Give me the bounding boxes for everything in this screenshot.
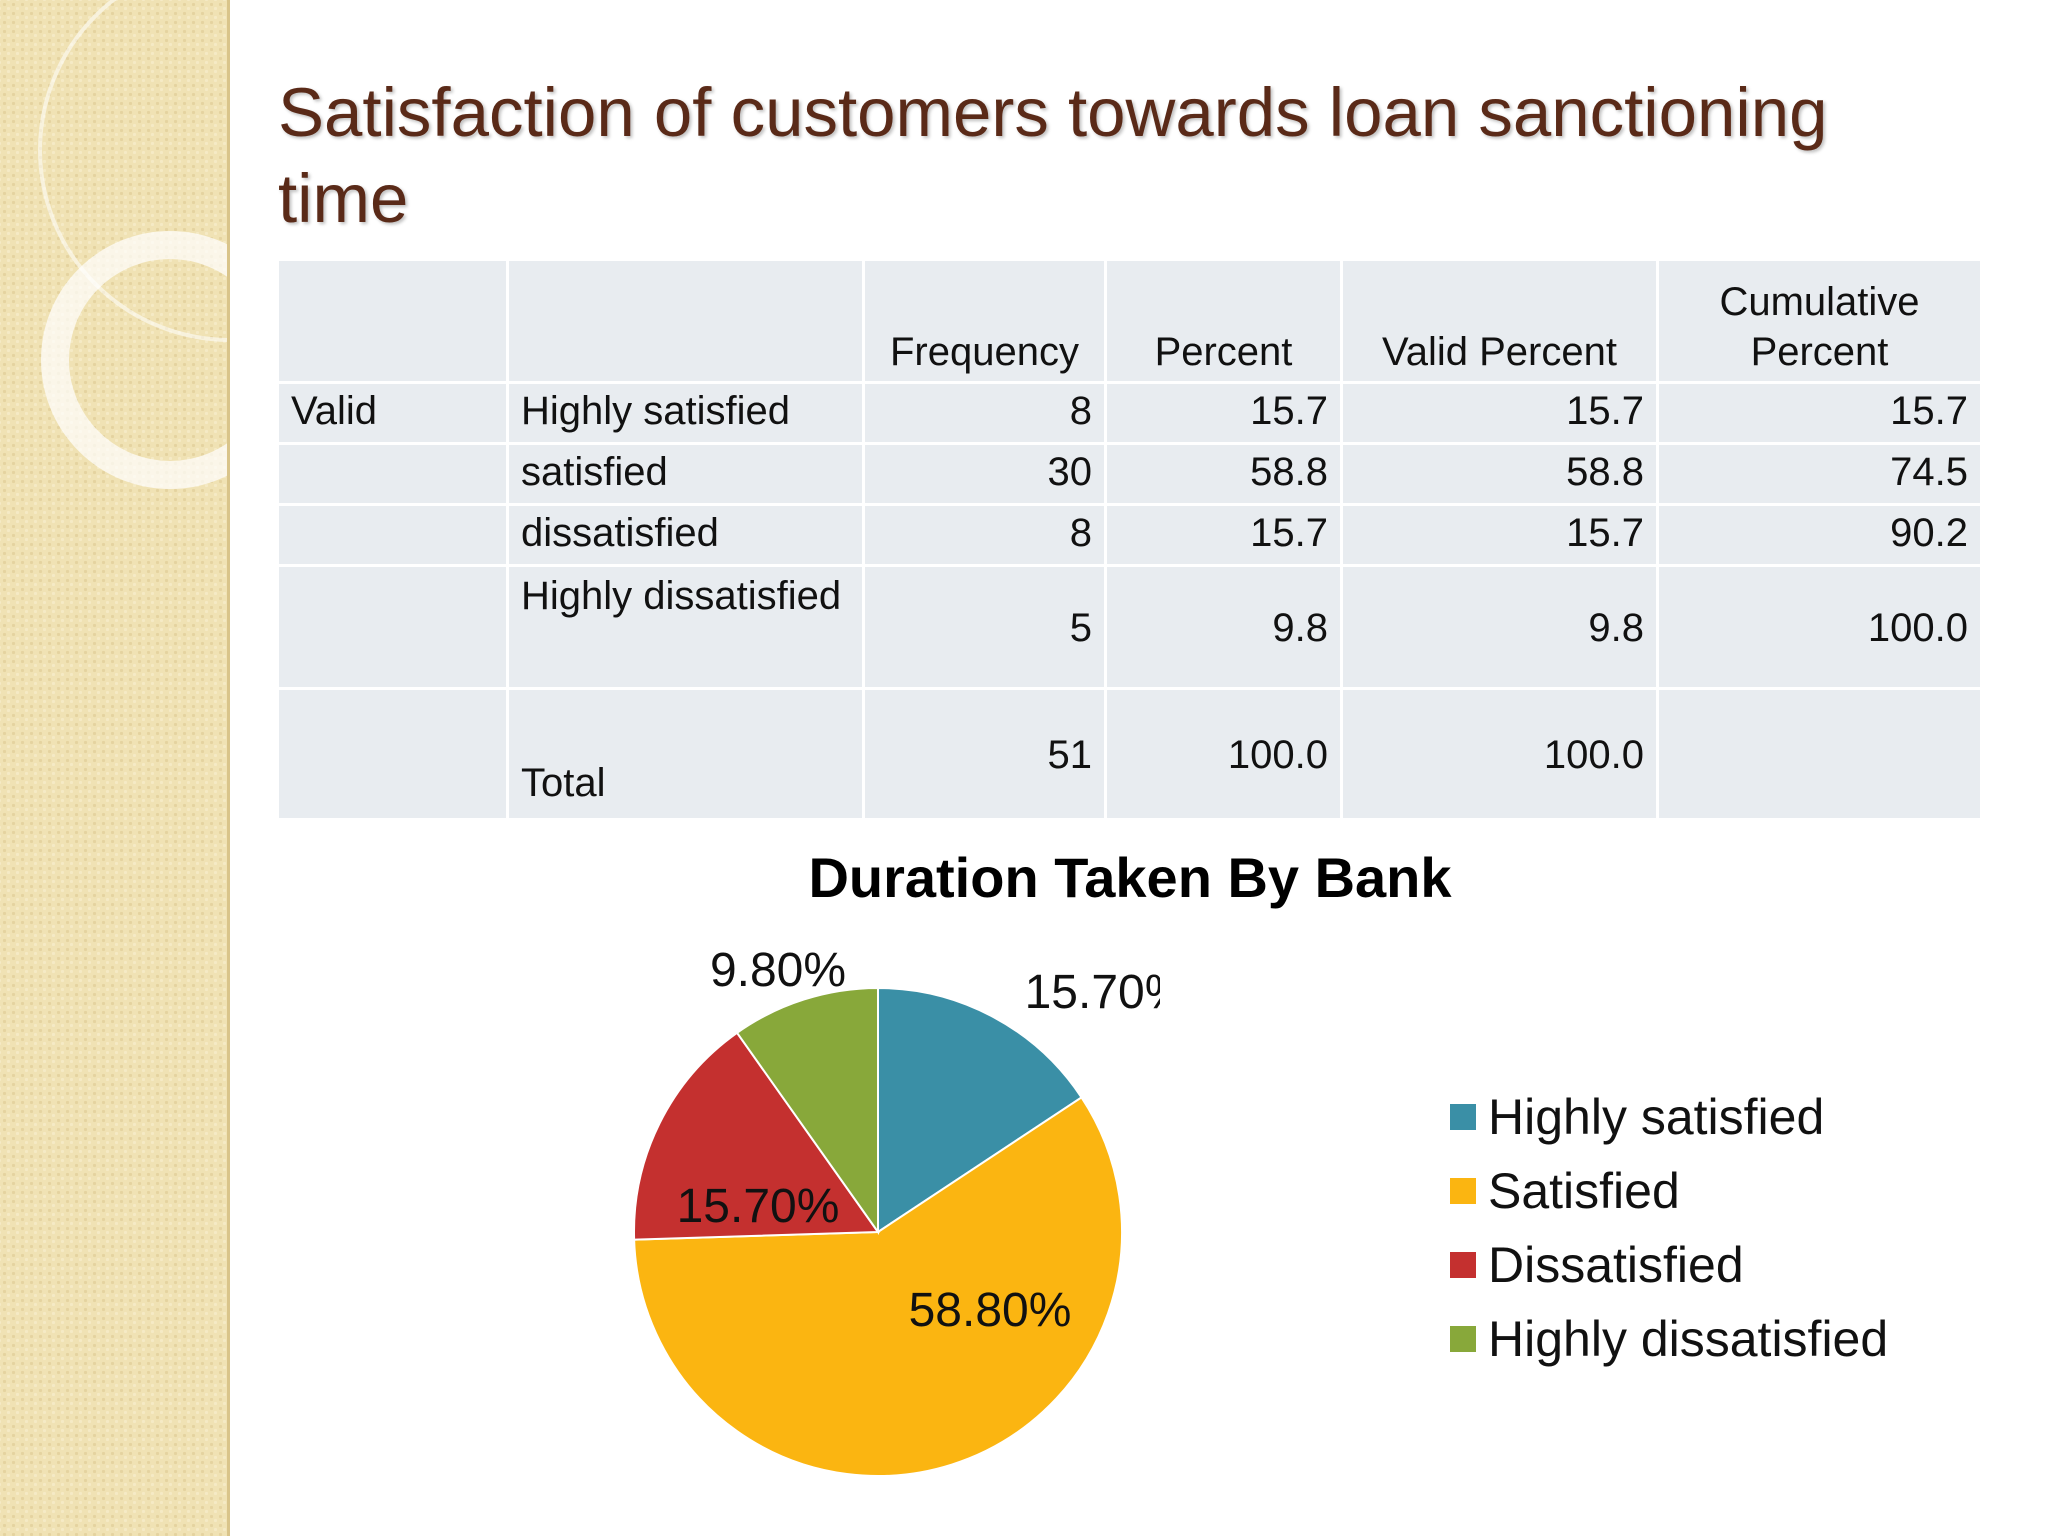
frequency-table: Frequency Percent Valid Percent Cumulati… — [276, 258, 1983, 821]
row-label: dissatisfied — [506, 503, 865, 567]
row-cumulative-percent: 15.7 — [1656, 381, 1983, 445]
pie-data-label: 15.70% — [1025, 966, 1160, 1019]
row-label: Total — [506, 687, 865, 821]
header-cell — [276, 258, 509, 384]
table-total-row: Total 51 100.0 100.0 — [276, 687, 1983, 821]
legend-swatch — [1450, 1326, 1476, 1352]
row-frequency: 5 — [862, 564, 1107, 690]
decorative-ring-small — [41, 231, 229, 489]
row-group — [276, 564, 509, 690]
table-row: Valid Highly satisfied 8 15.7 15.7 15.7 — [276, 381, 1983, 445]
header-cell — [506, 258, 865, 384]
legend-item: Highly dissatisfied — [1450, 1302, 1888, 1376]
legend-label: Dissatisfied — [1488, 1237, 1744, 1293]
pie-slice — [877, 986, 1083, 1234]
row-percent: 15.7 — [1104, 503, 1343, 567]
row-cumulative-percent: 100.0 — [1656, 564, 1983, 690]
table-row: satisfied 30 58.8 58.8 74.5 — [276, 442, 1983, 506]
row-valid-percent: 15.7 — [1340, 503, 1659, 567]
row-cumulative-percent: 74.5 — [1656, 442, 1983, 506]
row-valid-percent: 15.7 — [1340, 381, 1659, 445]
legend-label: Highly dissatisfied — [1488, 1311, 1889, 1367]
legend-label: Highly satisfied — [1488, 1089, 1825, 1145]
pie-slice — [633, 1031, 880, 1241]
pie-data-label: 9.80% — [710, 944, 846, 997]
row-label: Highly dissatisfied — [506, 564, 865, 690]
chart-legend: Highly satisfied Satisfied Dissatisfied … — [1450, 1080, 1888, 1376]
legend-item: Highly satisfied — [1450, 1080, 1888, 1154]
row-percent: 15.7 — [1104, 381, 1343, 445]
table-row: dissatisfied 8 15.7 15.7 90.2 — [276, 503, 1983, 567]
row-group: Valid — [276, 381, 509, 445]
row-frequency: 8 — [862, 381, 1107, 445]
legend-item: Satisfied — [1450, 1154, 1888, 1228]
row-percent: 100.0 — [1104, 687, 1343, 821]
decorative-sidebar — [0, 0, 229, 1536]
pie-slice — [633, 1096, 1123, 1477]
legend-swatch — [1450, 1252, 1476, 1278]
legend-label: Satisfied — [1488, 1163, 1680, 1219]
slide-title: Satisfaction of customers towards loan s… — [278, 74, 1828, 237]
header-cumulative-percent: Cumulative Percent — [1656, 258, 1983, 384]
pie-data-label: 58.80% — [909, 1284, 1072, 1337]
row-label: satisfied — [506, 442, 865, 506]
legend-swatch — [1450, 1104, 1476, 1130]
header-valid-percent: Valid Percent — [1340, 258, 1659, 384]
sidebar-edge — [227, 0, 230, 1536]
row-frequency: 51 — [862, 687, 1107, 821]
row-frequency: 30 — [862, 442, 1107, 506]
pie-slice — [735, 986, 879, 1236]
row-group — [276, 503, 509, 567]
row-frequency: 8 — [862, 503, 1107, 567]
row-group — [276, 687, 509, 821]
row-percent: 9.8 — [1104, 564, 1343, 690]
header-percent: Percent — [1104, 258, 1343, 384]
row-valid-percent: 100.0 — [1340, 687, 1659, 821]
header-frequency: Frequency — [862, 258, 1107, 384]
decorative-ring-large — [38, 0, 229, 342]
row-valid-percent: 58.8 — [1340, 442, 1659, 506]
decorative-rings — [38, 0, 229, 489]
row-percent: 58.8 — [1104, 442, 1343, 506]
row-group — [276, 442, 509, 506]
pie-chart: 15.70% 58.80% 15.70% 9.80% — [633, 944, 1160, 1477]
row-label: Highly satisfied — [506, 381, 865, 445]
table-header-row: Frequency Percent Valid Percent Cumulati… — [276, 258, 1983, 384]
legend-item: Dissatisfied — [1450, 1228, 1888, 1302]
row-cumulative-percent: 90.2 — [1656, 503, 1983, 567]
legend-swatch — [1450, 1178, 1476, 1204]
row-cumulative-percent — [1656, 687, 1983, 821]
chart-title: Duration Taken By Bank — [808, 846, 1452, 909]
row-valid-percent: 9.8 — [1340, 564, 1659, 690]
pie-data-label: 15.70% — [677, 1180, 840, 1233]
table-row: Highly dissatisfied 5 9.8 9.8 100.0 — [276, 564, 1983, 690]
